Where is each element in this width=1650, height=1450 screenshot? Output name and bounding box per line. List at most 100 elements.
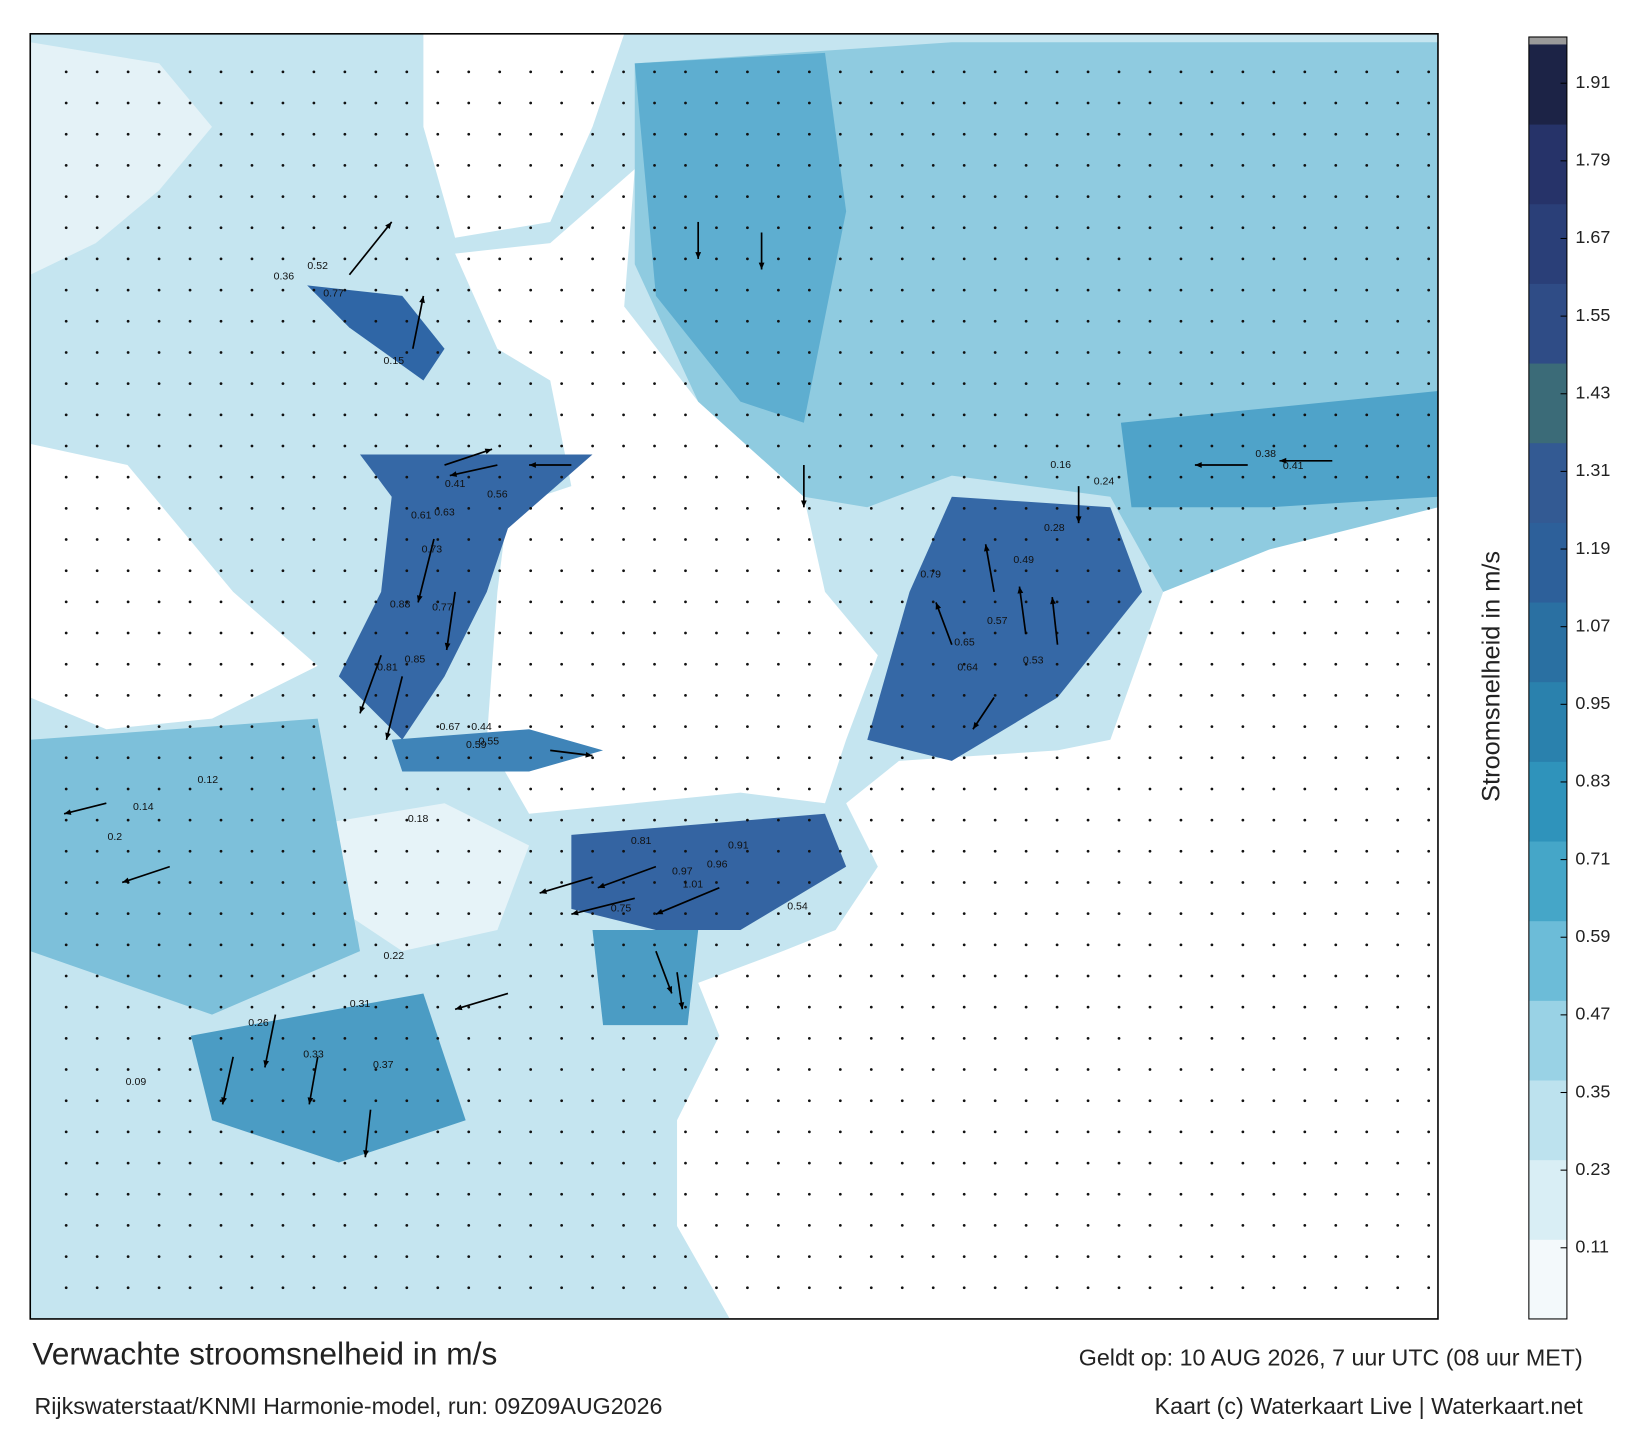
- grid-dot: [684, 351, 687, 354]
- grid-dot: [1427, 849, 1431, 853]
- grid-dot: [1148, 1036, 1152, 1040]
- grid-dot: [219, 132, 223, 136]
- grid-dot: [900, 164, 904, 167]
- grid-dot: [838, 725, 842, 728]
- grid-dot: [250, 1130, 254, 1134]
- grid-dot: [993, 1255, 997, 1258]
- grid-dot: [1365, 912, 1369, 916]
- grid-dot: [962, 475, 966, 479]
- grid-dot: [1272, 257, 1276, 261]
- grid-dot: [64, 382, 68, 386]
- grid-dot: [993, 1224, 997, 1227]
- grid-dot: [64, 70, 68, 74]
- grid-dot: [1055, 600, 1059, 604]
- grid-dot: [684, 288, 687, 292]
- arrow-head: [935, 602, 942, 610]
- grid-dot: [962, 1224, 966, 1227]
- arrow-shaft: [308, 1056, 319, 1105]
- grid-dot: [715, 725, 718, 728]
- grid-dot: [684, 569, 687, 573]
- grid-dot: [962, 974, 966, 978]
- arrow-head: [263, 1060, 270, 1068]
- colorbar-tick-label: 0.11: [1575, 1237, 1609, 1257]
- grid-dot: [312, 164, 316, 167]
- grid-dot: [64, 1192, 68, 1196]
- grid-dot: [1055, 1161, 1059, 1165]
- grid-dot: [188, 662, 192, 666]
- grid-dot: [1055, 257, 1059, 261]
- grid-dot: [1241, 943, 1245, 947]
- grid-dot: [312, 1036, 316, 1040]
- grid-dot: [653, 444, 656, 448]
- grid-dot: [591, 1224, 594, 1227]
- grid-dot: [993, 881, 997, 884]
- grid-dot: [219, 101, 223, 105]
- grid-dot: [250, 351, 254, 354]
- grid-dot: [931, 319, 935, 323]
- arrow-head: [539, 888, 548, 894]
- grid-dot: [64, 881, 68, 884]
- grid-dot: [1365, 569, 1369, 573]
- grid-dot: [1055, 70, 1059, 74]
- map-labels: 0.770.520.360.150.61 0.630.730.88 0.770.81…: [107, 260, 1303, 1088]
- grid-dot: [993, 538, 997, 541]
- grid-dot: [188, 849, 192, 853]
- grid-dot: [1179, 1224, 1183, 1227]
- grid-dot: [1117, 569, 1121, 573]
- grid-dot: [374, 1192, 378, 1196]
- grid-dot: [529, 1192, 533, 1196]
- grid-dot: [560, 538, 564, 541]
- grid-dot: [312, 226, 316, 230]
- grid-dot: [1055, 382, 1059, 386]
- grid-dot: [931, 912, 935, 916]
- grid-dot: [1055, 1224, 1059, 1227]
- grid-dot: [1241, 1224, 1245, 1227]
- grid-dot: [1334, 226, 1338, 230]
- grid-dot: [312, 351, 316, 354]
- grid-dot: [498, 1068, 502, 1071]
- colorbar-tick-label: 0.47: [1575, 1004, 1610, 1024]
- grid-dot: [777, 756, 780, 760]
- grid-dot: [1148, 257, 1152, 261]
- grid-dot: [1427, 943, 1431, 947]
- colorbar-label: Stroomsnelheid in m/s: [1478, 551, 1506, 802]
- grid-dot: [622, 662, 625, 666]
- grid-dot: [622, 974, 625, 978]
- grid-dot: [807, 257, 811, 261]
- grid-dot: [498, 164, 502, 167]
- grid-dot: [993, 787, 997, 791]
- grid-dot: [1179, 600, 1183, 604]
- arrow-shaft: [1018, 586, 1027, 635]
- grid-dot: [405, 1130, 409, 1134]
- grid-dot: [312, 849, 316, 853]
- colorbar-tick-label: 0.35: [1575, 1081, 1610, 1101]
- grid-dot: [405, 413, 409, 417]
- arrow: [307, 1056, 319, 1105]
- grid-dot: [684, 1224, 687, 1227]
- grid-dot: [312, 756, 316, 760]
- grid-dot: [64, 351, 68, 354]
- grid-dot: [746, 195, 749, 198]
- grid-dot: [1365, 1224, 1369, 1227]
- grid-dot: [838, 351, 842, 354]
- grid-dot: [591, 506, 594, 510]
- grid-dot: [777, 226, 780, 230]
- grid-dot: [374, 164, 378, 167]
- grid-dot: [684, 70, 687, 74]
- grid-dot: [684, 881, 687, 884]
- grid-dot: [405, 1224, 409, 1227]
- grid-dot: [1055, 288, 1059, 292]
- grid-dot: [1210, 694, 1214, 697]
- grid-dot: [1365, 444, 1369, 448]
- grid-dot: [560, 881, 564, 884]
- grid-dot: [188, 694, 192, 697]
- grid-dot: [219, 881, 223, 884]
- grid-dot: [807, 195, 811, 198]
- grid-dot: [900, 1005, 904, 1009]
- grid-dot: [807, 351, 811, 354]
- grid-dot: [1272, 132, 1276, 136]
- grid-dot: [838, 1224, 842, 1227]
- arrow: [655, 886, 720, 915]
- grid-dot: [931, 1161, 935, 1165]
- grid-dot: [374, 756, 378, 760]
